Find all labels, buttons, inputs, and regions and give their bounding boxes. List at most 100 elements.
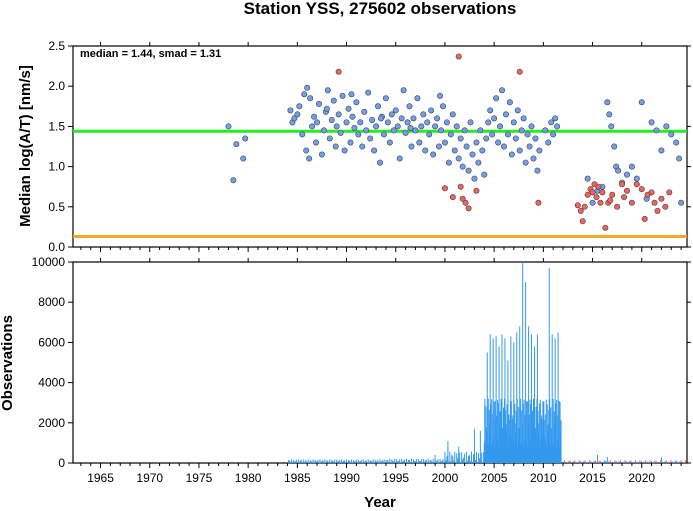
- median-point: [479, 147, 486, 154]
- outlier-point: [651, 199, 658, 206]
- median-point: [604, 99, 611, 106]
- y-tick-label: 0: [58, 456, 65, 470]
- histogram-y-ticks: 0 2000 4000 6000 8000 10000: [32, 255, 691, 470]
- y-tick-label: 2.0: [48, 79, 65, 93]
- outlier-point: [621, 194, 628, 201]
- median-point: [477, 127, 484, 134]
- x-tick-label: 1980: [235, 471, 262, 485]
- median-point: [428, 107, 435, 114]
- median-point: [648, 119, 655, 126]
- median-point: [363, 127, 370, 134]
- median-point: [303, 147, 310, 154]
- median-point: [371, 147, 378, 154]
- outlier-point: [638, 186, 645, 193]
- outlier-point: [648, 189, 655, 196]
- median-point: [668, 131, 675, 138]
- median-point: [432, 123, 439, 130]
- median-point: [373, 123, 380, 130]
- median-point: [392, 107, 399, 114]
- outlier-point: [609, 191, 616, 198]
- median-point: [467, 119, 474, 126]
- outlier-point: [595, 183, 602, 190]
- median-point: [384, 119, 391, 126]
- median-point: [485, 119, 492, 126]
- outlier-point: [455, 53, 462, 60]
- median-point: [608, 123, 615, 130]
- outlier-point: [641, 215, 648, 222]
- median-point: [359, 143, 366, 150]
- x-tick-label: 1995: [382, 471, 409, 485]
- median-point: [367, 135, 374, 142]
- x-axis-label: Year: [364, 494, 396, 511]
- median-point: [388, 111, 395, 118]
- median-point: [233, 141, 240, 148]
- median-point: [487, 107, 494, 114]
- y-tick-label: 10000: [32, 255, 66, 269]
- y-tick-label: 0.0: [48, 240, 65, 254]
- median-point: [475, 159, 482, 166]
- median-point: [623, 171, 630, 178]
- median-point: [449, 111, 456, 118]
- median-point: [309, 123, 316, 130]
- outlier-point: [457, 183, 464, 190]
- median-point: [390, 127, 397, 134]
- median-point: [410, 115, 417, 122]
- median-point: [528, 123, 535, 130]
- median-point: [341, 147, 348, 154]
- median-point: [536, 147, 543, 154]
- median-point: [348, 91, 355, 98]
- median-point: [438, 127, 445, 134]
- median-point: [495, 139, 502, 146]
- median-point: [339, 92, 346, 99]
- median-point: [489, 131, 496, 138]
- median-point: [314, 119, 321, 126]
- median-point: [524, 131, 531, 138]
- median-point: [380, 131, 387, 138]
- median-point: [422, 147, 429, 154]
- median-point: [628, 163, 635, 170]
- outlier-point: [584, 191, 591, 198]
- outlier-point: [658, 195, 665, 202]
- median-point: [459, 163, 466, 170]
- median-point: [301, 91, 308, 98]
- median-point: [508, 151, 515, 158]
- median-point: [332, 143, 339, 150]
- median-point: [500, 143, 507, 150]
- outlier-point: [662, 203, 669, 210]
- median-point: [412, 127, 419, 134]
- median-point: [584, 175, 591, 182]
- median-point: [357, 119, 364, 126]
- median-point: [676, 155, 683, 162]
- outlier-point: [614, 203, 621, 210]
- median-point: [520, 115, 527, 122]
- median-point: [457, 135, 464, 142]
- outlier-point: [535, 199, 542, 206]
- outlier-point: [449, 194, 456, 201]
- histogram-y-axis-label: Observations: [0, 315, 16, 411]
- median-point: [638, 99, 645, 106]
- median-point: [455, 155, 462, 162]
- median-point: [589, 199, 596, 206]
- outlier-point: [577, 207, 584, 214]
- median-point: [335, 111, 342, 118]
- median-point: [311, 113, 318, 120]
- median-point: [653, 127, 660, 134]
- x-axis-ticks: 1965 1970 1975 1980 1985 1990 1995 2000 2005 2010…: [80, 42, 682, 485]
- median-point: [658, 147, 665, 154]
- y-tick-label: 8000: [38, 295, 65, 309]
- median-point: [606, 111, 613, 118]
- x-tick-label: 1965: [87, 471, 114, 485]
- median-point: [323, 105, 330, 112]
- median-point: [313, 139, 320, 146]
- median-point: [349, 113, 356, 120]
- median-point: [502, 111, 509, 118]
- median-point: [497, 123, 504, 130]
- median-point: [451, 147, 458, 154]
- median-point: [443, 119, 450, 126]
- median-point: [532, 135, 539, 142]
- median-point: [361, 108, 368, 115]
- outlier-point: [579, 218, 586, 225]
- median-point: [510, 119, 517, 126]
- median-point: [499, 87, 506, 94]
- outlier-point: [599, 189, 606, 196]
